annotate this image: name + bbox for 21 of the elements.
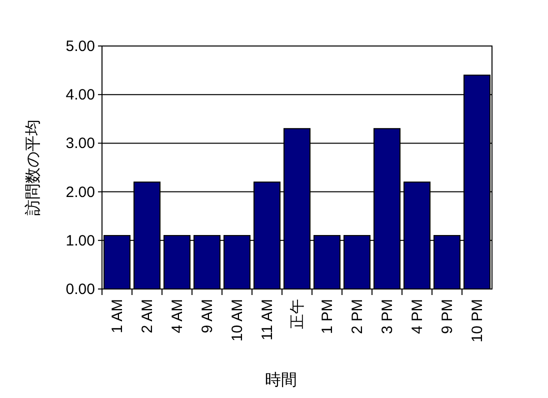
x-tick-label: 4 PM (409, 299, 426, 334)
y-tick-label: 1.00 (66, 232, 95, 250)
x-tick-label: 9 AM (199, 299, 216, 334)
x-axis-title: 時間 (265, 371, 297, 389)
x-tick-label: 2 AM (139, 299, 156, 334)
x-tick-label: 10 AM (229, 299, 246, 342)
x-tick-label: 1 AM (109, 299, 126, 334)
x-tick-label: 11 AM (259, 299, 276, 340)
y-axis-title: 訪問数の平均 (24, 120, 42, 216)
x-tick-label: 2 PM (349, 299, 366, 334)
x-tick-label: 正午 (289, 299, 306, 329)
x-tick-label: 9 PM (439, 299, 456, 334)
y-tick-label: 0.00 (66, 281, 95, 298)
y-tick-label: 5.00 (66, 38, 95, 55)
y-tick-label: 4.00 (66, 86, 95, 104)
x-tick-label: 4 AM (169, 299, 186, 334)
x-tick-label: 1 PM (319, 299, 336, 334)
x-tick-label: 10 PM (469, 299, 486, 342)
y-tick-label: 3.00 (66, 135, 95, 152)
x-tick-label: 3 PM (379, 299, 396, 334)
y-tick-label: 2.00 (66, 184, 95, 201)
